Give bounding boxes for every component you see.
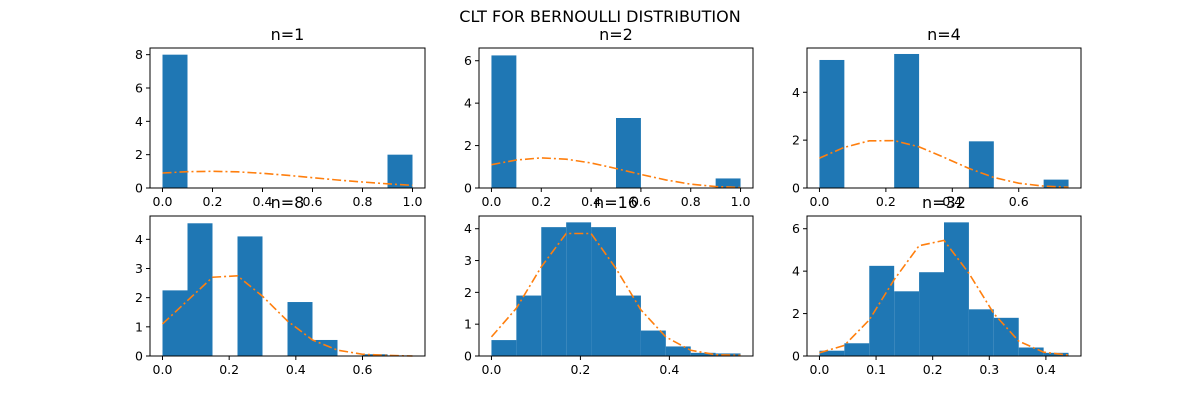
histogram-bar xyxy=(844,343,869,356)
subplot-title: n=4 xyxy=(927,25,961,44)
x-tick-label: 0.3 xyxy=(979,362,999,377)
subplot-title: n=8 xyxy=(271,193,305,212)
y-tick-label: 2 xyxy=(792,306,800,321)
y-tick-label: 0 xyxy=(792,349,800,364)
y-tick-label: 2 xyxy=(135,290,143,305)
y-tick-label: 1 xyxy=(135,319,143,334)
y-tick-label: 6 xyxy=(135,81,143,96)
x-tick-label: 0.6 xyxy=(303,194,323,209)
subplot-5: 0.0 0.2 0.4 0 1 2 3 4 n=16 xyxy=(464,193,753,377)
histogram-bar xyxy=(616,296,641,356)
subplot-title: n=16 xyxy=(594,193,638,212)
y-tick-label: 0 xyxy=(464,181,472,196)
y-tick-label: 0 xyxy=(135,349,143,364)
axes-frame xyxy=(807,48,1081,188)
histogram-bar xyxy=(969,141,994,188)
y-tick-label: 2 xyxy=(135,147,143,162)
x-tick-label: 0.0 xyxy=(153,194,173,209)
histogram-bar xyxy=(819,60,844,188)
density-curve xyxy=(163,171,413,185)
histogram-bar xyxy=(894,54,919,188)
y-tick-label: 4 xyxy=(135,114,143,129)
y-tick-label: 4 xyxy=(792,85,800,100)
x-tick-label: 0.4 xyxy=(253,194,273,209)
x-tick-label: 0.8 xyxy=(353,194,373,209)
histogram-bar xyxy=(288,302,313,356)
y-tick-label: 3 xyxy=(135,261,143,276)
x-tick-label: 0.2 xyxy=(203,194,223,209)
histogram-bar xyxy=(969,309,994,356)
x-tick-label: 0.2 xyxy=(876,194,896,209)
figure-suptitle: CLT FOR BERNOULLI DISTRIBUTION xyxy=(459,7,740,26)
x-tick-label: 0.6 xyxy=(1009,194,1029,209)
y-tick-label: 2 xyxy=(792,133,800,148)
histogram-bar xyxy=(919,272,944,356)
subplot-title: n=1 xyxy=(271,25,305,44)
histogram-bar xyxy=(869,266,894,356)
histogram-bar xyxy=(313,340,338,356)
histogram-bar xyxy=(238,236,263,356)
subplot-4: 0.0 0.2 0.4 0.6 0 1 2 3 4 n=8 xyxy=(135,193,425,377)
histogram-bar xyxy=(541,227,566,356)
subplot-6: 0.0 0.1 0.2 0.3 0.4 0 2 4 6 n=32 xyxy=(792,193,1081,377)
x-tick-label: 0.0 xyxy=(810,362,830,377)
y-tick-label: 0 xyxy=(792,181,800,196)
x-tick-label: 0.1 xyxy=(866,362,886,377)
x-tick-label: 0.0 xyxy=(810,194,830,209)
histogram-bar xyxy=(388,155,413,188)
y-tick-label: 4 xyxy=(135,232,143,247)
x-tick-label: 0.4 xyxy=(1036,362,1056,377)
x-tick-label: 0.2 xyxy=(923,362,943,377)
x-tick-label: 0.4 xyxy=(659,362,679,377)
histogram-bar xyxy=(616,118,641,188)
y-tick-label: 8 xyxy=(135,47,143,62)
y-tick-label: 0 xyxy=(135,181,143,196)
axes-frame xyxy=(150,48,425,188)
y-tick-label: 6 xyxy=(464,53,472,68)
x-tick-label: 1.0 xyxy=(403,194,423,209)
y-tick-label: 2 xyxy=(464,285,472,300)
x-tick-label: 0.2 xyxy=(531,194,551,209)
histogram-bar xyxy=(1019,348,1044,356)
x-tick-label: 0.4 xyxy=(286,362,306,377)
x-tick-label: 1.0 xyxy=(731,194,751,209)
subplot-title: n=2 xyxy=(599,25,633,44)
x-tick-label: 0.8 xyxy=(681,194,701,209)
y-tick-label: 1 xyxy=(464,317,472,332)
histogram-bar xyxy=(516,296,541,356)
y-tick-label: 0 xyxy=(464,349,472,364)
histogram-bar xyxy=(944,222,969,356)
y-tick-label: 6 xyxy=(792,221,800,236)
histogram-bar xyxy=(591,227,616,356)
histogram-bar xyxy=(163,55,188,188)
x-tick-label: 0.2 xyxy=(570,362,590,377)
histogram-bar xyxy=(188,223,213,356)
y-tick-label: 4 xyxy=(792,264,800,279)
x-tick-label: 0.0 xyxy=(482,362,502,377)
subplot-2: 0.0 0.2 0.4 0.6 0.8 1.0 0 2 4 6 n=2 xyxy=(464,25,753,209)
density-curve xyxy=(819,141,1068,188)
histogram-bar xyxy=(491,340,516,356)
x-tick-label: 0.0 xyxy=(153,362,173,377)
histogram-bar xyxy=(566,222,591,356)
subplot-3: 0.0 0.2 0.4 0.6 0 2 4 n=4 xyxy=(792,25,1081,209)
y-tick-label: 4 xyxy=(464,221,472,236)
subplot-1: 0.0 0.2 0.4 0.6 0.8 1.0 0 2 4 6 8 n=1 xyxy=(135,25,425,209)
histogram-bar xyxy=(491,55,516,188)
y-tick-label: 3 xyxy=(464,253,472,268)
x-tick-label: 0.0 xyxy=(482,194,502,209)
x-tick-label: 0.2 xyxy=(219,362,239,377)
histogram-bar xyxy=(163,290,188,356)
x-tick-label: 0.6 xyxy=(353,362,373,377)
histogram-bar xyxy=(666,346,691,356)
histogram-bar xyxy=(641,331,666,356)
subplot-title: n=32 xyxy=(922,193,966,212)
y-tick-label: 4 xyxy=(464,96,472,111)
y-tick-label: 2 xyxy=(464,138,472,153)
histogram-bar xyxy=(894,291,919,356)
